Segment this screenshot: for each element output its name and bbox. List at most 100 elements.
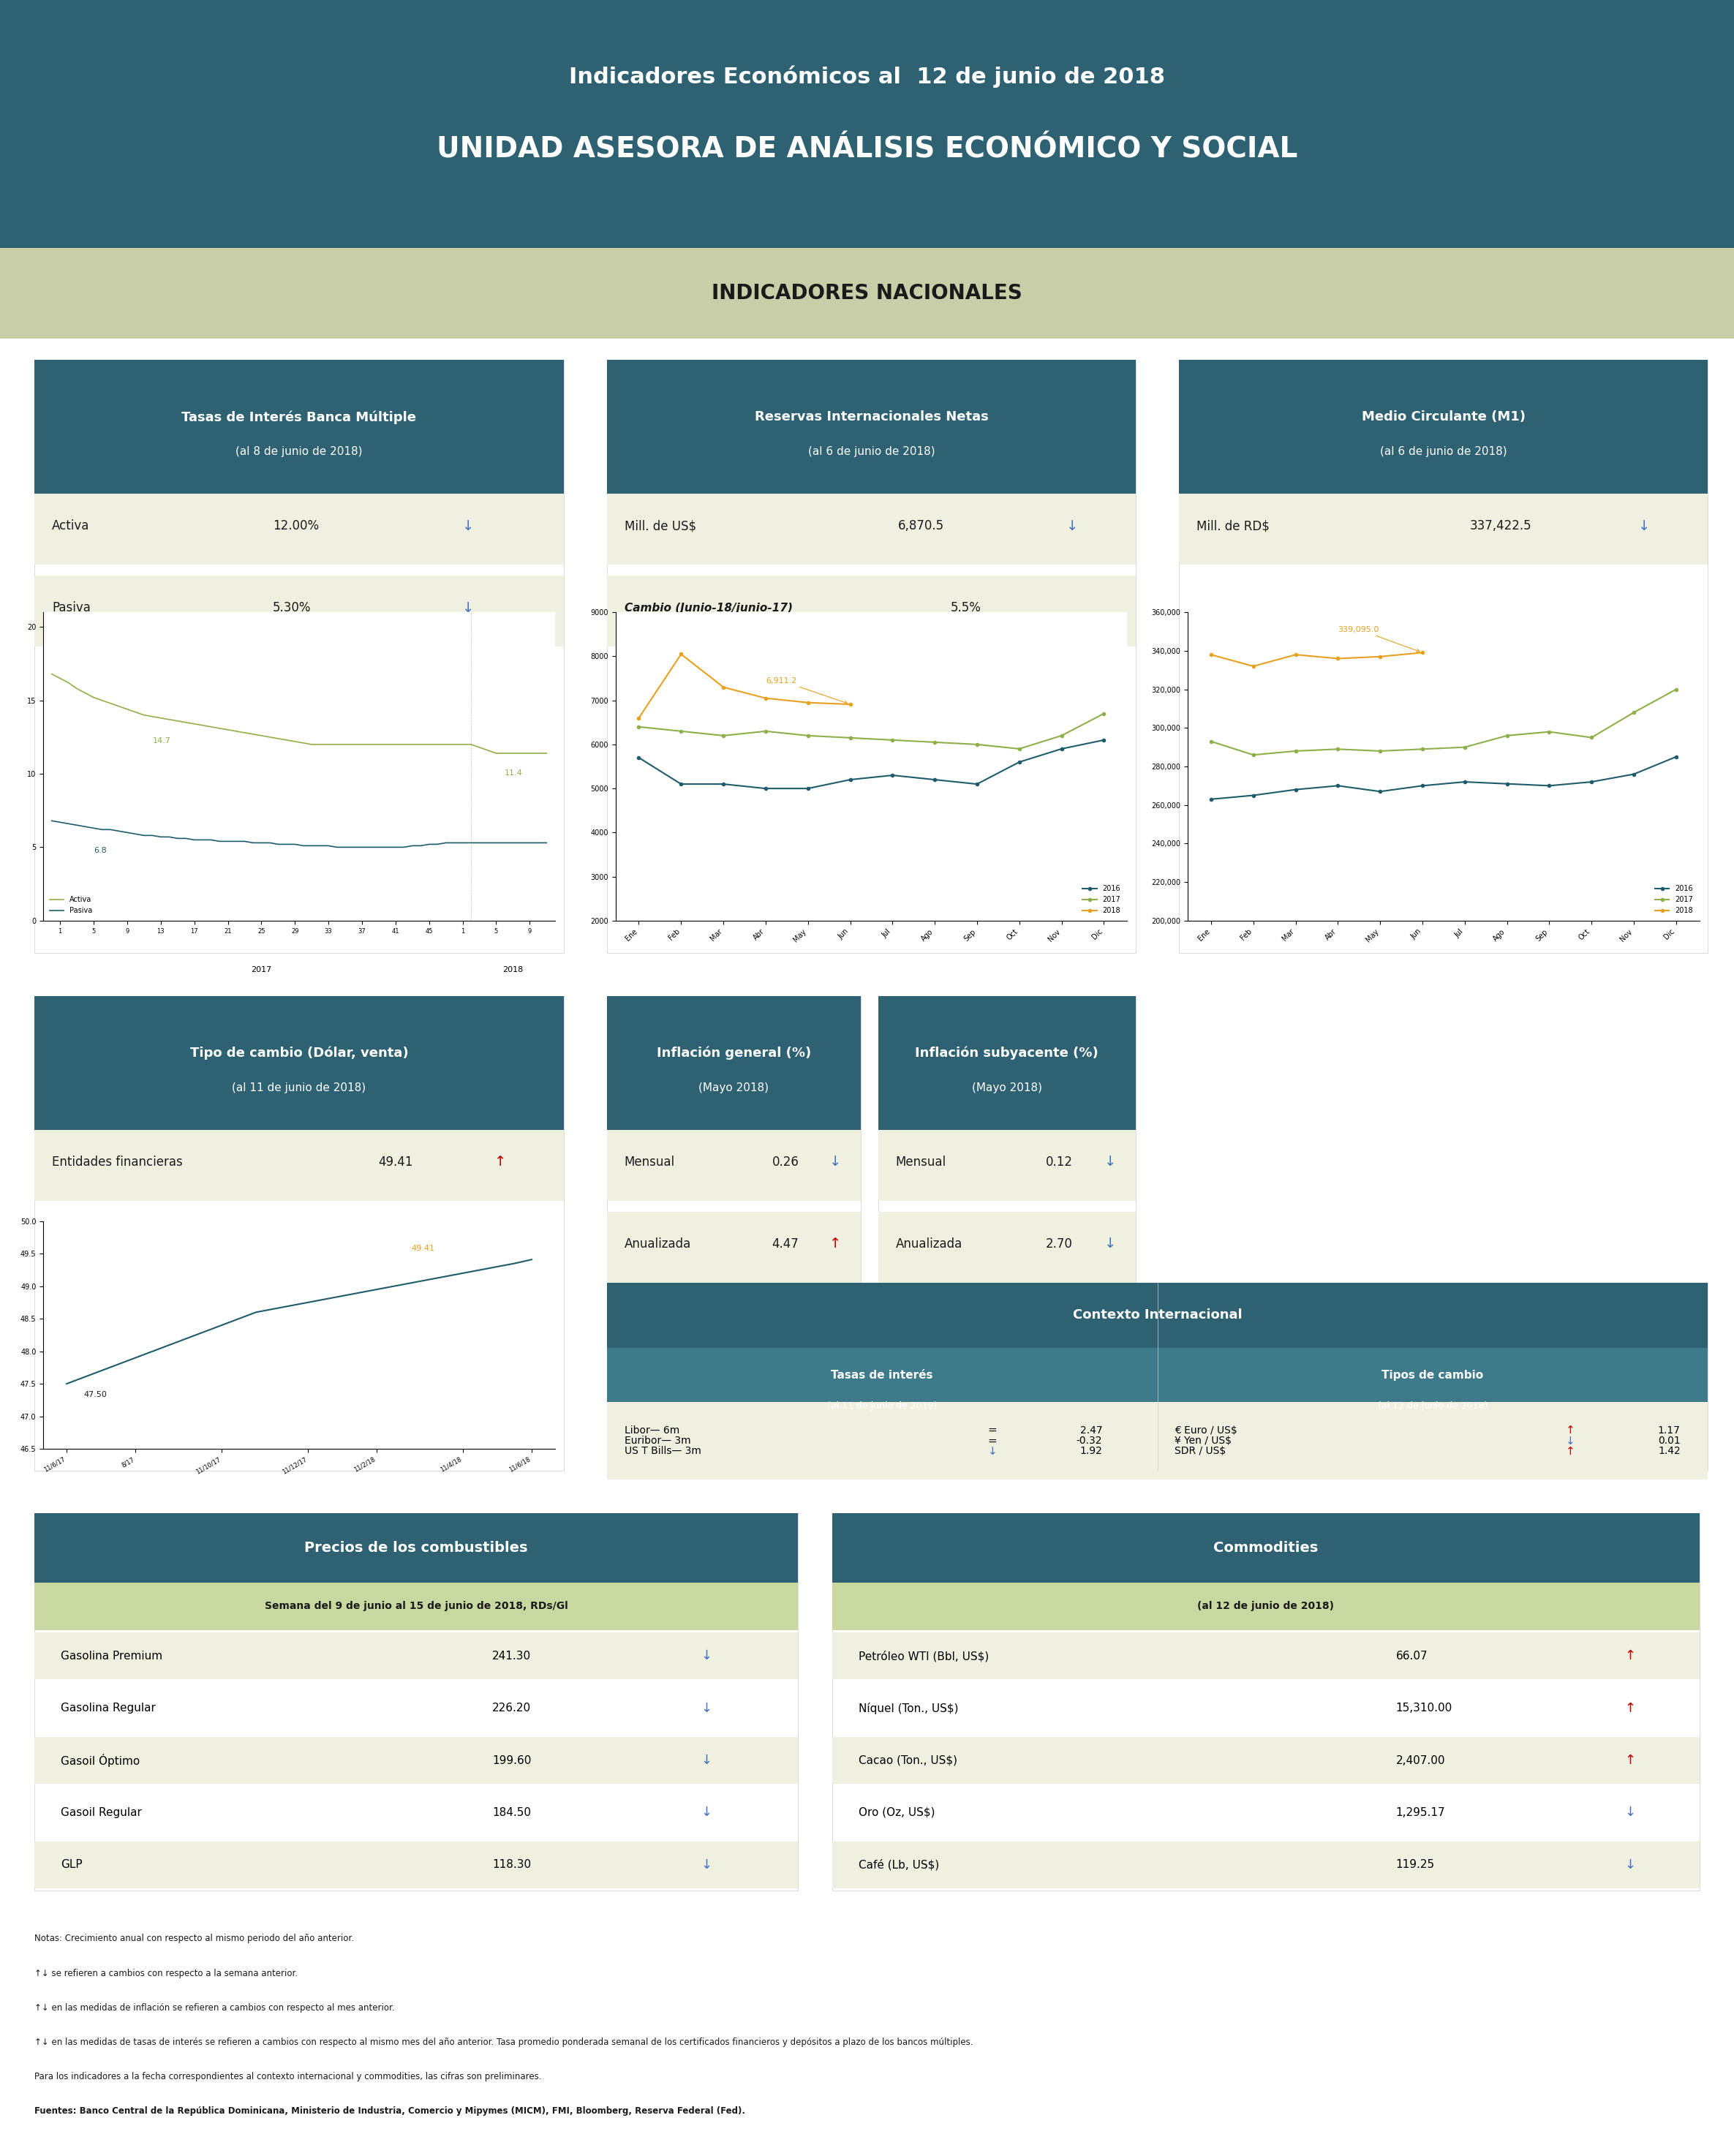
Text: Gasoil Regular: Gasoil Regular [61, 1807, 142, 1818]
Text: 119.25: 119.25 [1396, 1858, 1434, 1869]
Bar [1158, 1348, 1708, 1434]
Text: (al 6 de junio de 2018): (al 6 de junio de 2018) [808, 446, 935, 457]
Text: ↑: ↑ [1625, 1701, 1635, 1714]
Text: 1.92: 1.92 [1080, 1447, 1103, 1455]
Text: =: = [988, 1425, 997, 1436]
Text: 0.01: 0.01 [1658, 1436, 1680, 1447]
Text: ↑: ↑ [1566, 1447, 1574, 1457]
Text: 226.20: 226.20 [492, 1703, 531, 1714]
Bar [877, 1130, 1136, 1201]
Bar [607, 996, 860, 1470]
Text: 0.26: 0.26 [772, 1156, 799, 1169]
Text: Gasolina Premium: Gasolina Premium [61, 1651, 163, 1662]
Text: Anualizada: Anualizada [895, 1238, 962, 1250]
Text: ↓: ↓ [1566, 1436, 1574, 1447]
Text: 241.30: 241.30 [492, 1651, 531, 1662]
Text: 2018: 2018 [503, 966, 524, 975]
Text: Tasas de interés: Tasas de interés [831, 1369, 933, 1382]
Text: Tipos de cambio: Tipos de cambio [1382, 1369, 1484, 1382]
Bar [607, 1283, 1708, 1348]
Text: Café (Lb, US$): Café (Lb, US$) [858, 1858, 938, 1871]
Bar [35, 1514, 798, 1583]
Text: ↑: ↑ [1566, 1425, 1574, 1436]
Bar [35, 360, 564, 500]
Bar [1158, 1401, 1708, 1457]
Text: Anualizada: Anualizada [624, 1238, 690, 1250]
Text: Pasiva: Pasiva [52, 602, 90, 614]
Bar [607, 996, 860, 1136]
Text: 6,911.2: 6,911.2 [766, 677, 848, 703]
Bar [607, 360, 1136, 953]
Text: ↑: ↑ [1625, 1649, 1635, 1662]
Text: 49.41: 49.41 [378, 1156, 413, 1169]
Bar [877, 996, 1136, 1470]
Bar [607, 494, 1136, 565]
Bar [607, 576, 1136, 647]
Bar [607, 1401, 1158, 1457]
Bar [832, 1632, 1699, 1680]
Bar [1179, 360, 1708, 500]
Text: Notas: Crecimiento anual con respecto al mismo periodo del año anterior.: Notas: Crecimiento anual con respecto al… [35, 1934, 354, 1943]
Bar [35, 1514, 798, 1891]
Text: INDICADORES NACIONALES: INDICADORES NACIONALES [711, 282, 1023, 304]
Bar [35, 1583, 798, 1630]
Text: (al 11 de junio de 2018): (al 11 de junio de 2018) [232, 1082, 366, 1093]
Bar [35, 1841, 798, 1889]
Bar [0, 248, 1734, 338]
Text: ¥ Yen / US$: ¥ Yen / US$ [1176, 1436, 1231, 1447]
Text: 2.47: 2.47 [1080, 1425, 1103, 1436]
Bar [877, 996, 1136, 1136]
Text: Tipo de cambio (Dólar, venta): Tipo de cambio (Dólar, venta) [191, 1046, 407, 1061]
Bar [607, 1423, 1158, 1479]
Text: ↑: ↑ [829, 1238, 841, 1250]
Text: 11.4: 11.4 [505, 770, 522, 776]
Text: 66.07: 66.07 [1396, 1651, 1427, 1662]
Text: 199.60: 199.60 [492, 1755, 532, 1766]
Text: Mill. de US$: Mill. de US$ [624, 520, 695, 533]
Text: ↓: ↓ [463, 602, 475, 614]
Legend: 2016, 2017, 2018: 2016, 2017, 2018 [1080, 882, 1124, 916]
Bar [1179, 360, 1708, 953]
Text: 5.5%: 5.5% [950, 602, 981, 614]
Text: Semana del 9 de junio al 15 de junio de 2018, RDs/Gl: Semana del 9 de junio al 15 de junio de … [265, 1602, 567, 1611]
Text: Contexto Internacional: Contexto Internacional [1073, 1309, 1242, 1322]
Text: 2,407.00: 2,407.00 [1396, 1755, 1444, 1766]
Text: US T Bills— 3m: US T Bills— 3m [624, 1447, 701, 1455]
Text: Gasolina Regular: Gasolina Regular [61, 1703, 156, 1714]
Text: Mensual: Mensual [624, 1156, 675, 1169]
Text: SDR / US$: SDR / US$ [1176, 1447, 1226, 1455]
Text: Entidades financieras: Entidades financieras [52, 1156, 182, 1169]
Text: (Mayo 2018): (Mayo 2018) [971, 1082, 1042, 1093]
Text: Petróleo WTI (Bbl, US$): Petróleo WTI (Bbl, US$) [858, 1649, 988, 1662]
Bar [877, 1212, 1136, 1283]
Text: 2.70: 2.70 [1046, 1238, 1073, 1250]
Text: 339,095.0: 339,095.0 [1339, 625, 1420, 651]
Text: Para los indicadores a la fecha correspondientes al contexto internacional y com: Para los indicadores a la fecha correspo… [35, 2072, 541, 2081]
Text: Reservas Internacionales Netas: Reservas Internacionales Netas [754, 410, 988, 425]
Text: ↓: ↓ [701, 1858, 711, 1871]
Text: Libor— 6m: Libor— 6m [624, 1425, 680, 1436]
Text: ↓: ↓ [463, 520, 475, 533]
Bar [832, 1738, 1699, 1783]
Bar [832, 1514, 1699, 1583]
Text: ↓: ↓ [829, 1156, 841, 1169]
Text: ↑↓ en las medidas de inflación se refieren a cambios con respecto al mes anterio: ↑↓ en las medidas de inflación se refier… [35, 2003, 395, 2012]
Text: (al 12 de junio de 2018): (al 12 de junio de 2018) [1198, 1602, 1333, 1611]
Text: Oro (Oz, US$): Oro (Oz, US$) [858, 1807, 935, 1818]
Text: ↓: ↓ [701, 1649, 711, 1662]
Text: GLP: GLP [61, 1858, 81, 1869]
Text: -0.32: -0.32 [1077, 1436, 1103, 1447]
Text: 2017: 2017 [251, 966, 272, 975]
Text: Euribor— 3m: Euribor— 3m [624, 1436, 690, 1447]
Bar [607, 360, 1136, 500]
Bar [607, 1348, 1158, 1434]
Text: Precios de los combustibles: Precios de los combustibles [305, 1542, 527, 1554]
Text: ↓: ↓ [1625, 1858, 1635, 1871]
Bar [1179, 494, 1708, 565]
Bar [35, 1632, 798, 1680]
Legend: Activa, Pasiva: Activa, Pasiva [47, 893, 95, 916]
Text: 337,422.5: 337,422.5 [1470, 520, 1531, 533]
Text: (al 11 de junio de 2018): (al 11 de junio de 2018) [827, 1401, 936, 1410]
Text: 6.8: 6.8 [94, 847, 108, 854]
Bar [607, 1130, 860, 1201]
